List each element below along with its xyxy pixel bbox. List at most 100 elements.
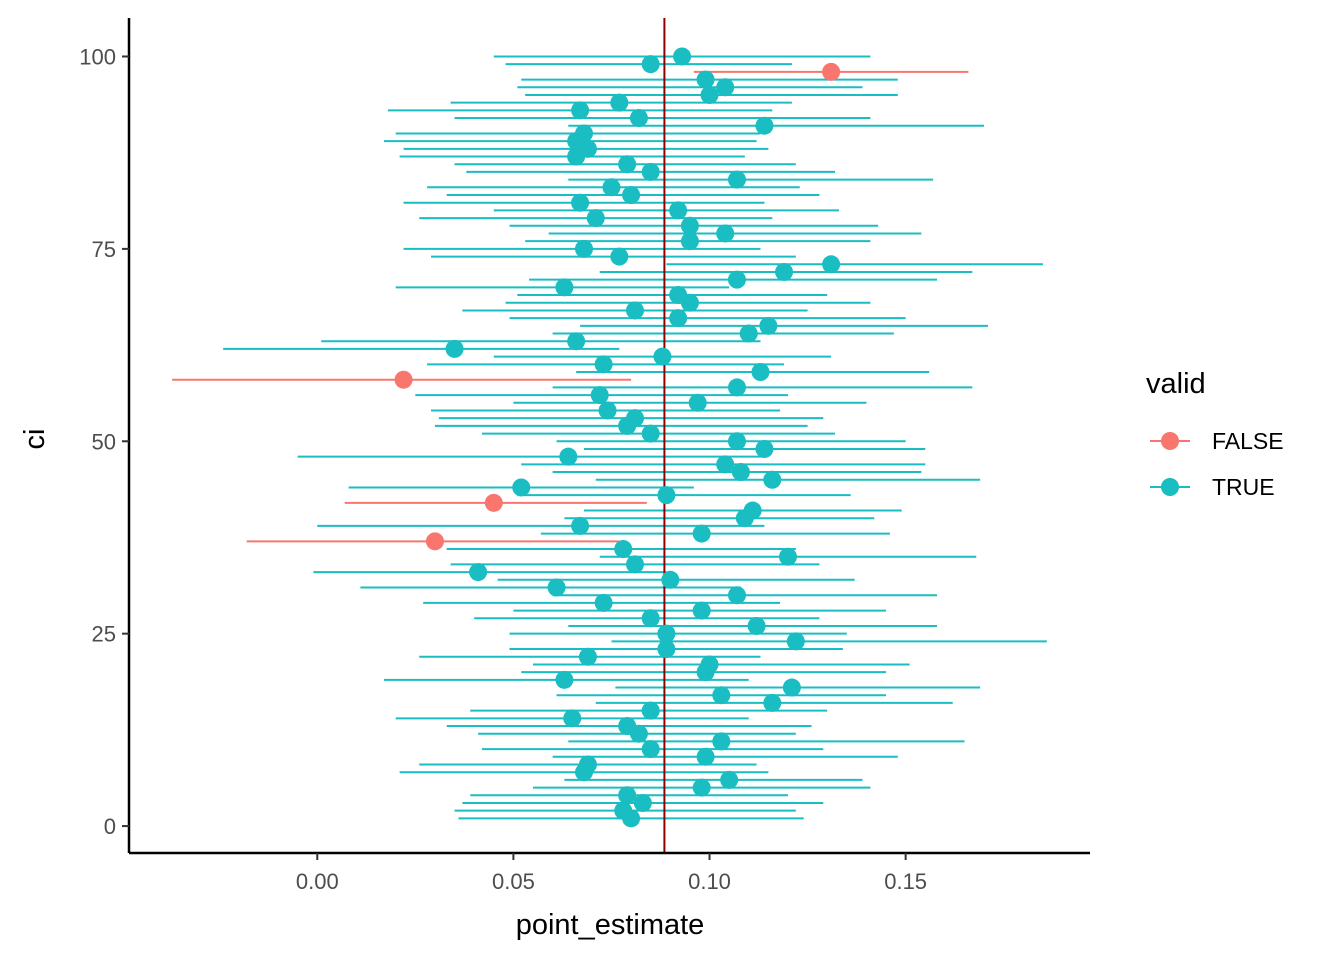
- y-tick-label: 75: [92, 237, 116, 262]
- ci-point-38: [692, 524, 711, 543]
- y-axis-title: ci: [19, 429, 51, 450]
- ci-point-5: [692, 778, 711, 797]
- ci-point-99: [641, 55, 660, 74]
- ci-point-53: [625, 409, 644, 428]
- ci-point-15: [641, 701, 660, 720]
- ci-point-17: [712, 686, 731, 705]
- legend-label-true: TRUE: [1212, 474, 1275, 500]
- ci-point-91: [755, 116, 774, 135]
- ci-point-59: [751, 363, 770, 382]
- axes: 0.00 0.05 0.10 0.15 0 25 50 75 100: [79, 18, 1090, 894]
- ci-point-69: [669, 286, 688, 305]
- ci-point-46: [731, 463, 750, 482]
- ci-point-95: [700, 85, 719, 104]
- legend-key-point: [1161, 478, 1179, 496]
- y-tick-label: 25: [92, 622, 116, 647]
- legend-entries: FALSE TRUE: [1150, 428, 1284, 500]
- ci-point-77: [716, 224, 735, 243]
- ci-point-4: [618, 786, 637, 805]
- ci-point-71: [727, 270, 746, 289]
- ci-point-82: [622, 186, 641, 205]
- ci-point-80: [669, 201, 688, 220]
- ci-point-44: [512, 478, 531, 497]
- ci-point-92: [629, 109, 648, 128]
- ci-point-94: [610, 93, 629, 112]
- x-tick-label: 0.15: [884, 869, 927, 894]
- ci-point-18: [782, 678, 801, 697]
- ci-point-14: [563, 709, 582, 728]
- legend: valid FALSE TRUE: [1146, 368, 1284, 500]
- ci-point-58: [394, 370, 413, 389]
- ci-point-8: [578, 755, 597, 774]
- ci-point-86: [618, 155, 637, 174]
- ci-point-33: [469, 563, 488, 582]
- x-tick-label: 0.05: [492, 869, 535, 894]
- ci-point-57: [727, 378, 746, 397]
- ci-point-74: [610, 247, 629, 266]
- ci-point-67: [625, 301, 644, 320]
- ci-point-34: [625, 555, 644, 574]
- ci-point-75: [575, 239, 594, 258]
- ci-point-64: [739, 324, 758, 343]
- legend-label-false: FALSE: [1212, 428, 1284, 454]
- ci-point-32: [661, 570, 680, 589]
- ci-point-97: [696, 70, 715, 89]
- ci-point-11: [712, 732, 731, 751]
- ci-point-45: [763, 470, 782, 489]
- ci-point-27: [641, 609, 660, 628]
- ci-point-61: [653, 347, 672, 366]
- ci-point-72: [775, 262, 794, 281]
- ci-point-28: [692, 601, 711, 620]
- ci-point-54: [598, 401, 617, 420]
- ci-point-9: [696, 747, 715, 766]
- ci-point-62: [445, 339, 464, 358]
- ci-point-21: [700, 655, 719, 674]
- ci-point-90: [575, 124, 594, 143]
- ci-point-76: [680, 232, 699, 251]
- ci-point-56: [590, 386, 609, 405]
- legend-title: valid: [1146, 368, 1206, 400]
- x-axis-title: point_estimate: [516, 909, 705, 941]
- ci-point-41: [743, 501, 762, 520]
- legend-key-point: [1161, 432, 1179, 450]
- plot-area: [172, 18, 1047, 853]
- ci-point-83: [602, 178, 621, 197]
- ci-point-25: [657, 624, 676, 643]
- x-axis-ticks: 0.00 0.05 0.10 0.15: [296, 853, 927, 894]
- ci-point-51: [641, 424, 660, 443]
- ci-point-37: [425, 532, 444, 551]
- ci-point-84: [727, 170, 746, 189]
- ci-point-6: [720, 770, 739, 789]
- x-tick-label: 0.00: [296, 869, 339, 894]
- ci-point-50: [727, 432, 746, 451]
- ci-point-55: [688, 393, 707, 412]
- ci-point-30: [727, 586, 746, 605]
- ci-point-2: [614, 801, 633, 820]
- ci-point-66: [669, 309, 688, 328]
- ci-lines-layer: [172, 55, 1047, 820]
- ci-point-3: [633, 793, 652, 812]
- ci-point-10: [641, 740, 660, 759]
- ci-point-23: [657, 640, 676, 659]
- ci-point-93: [571, 101, 590, 120]
- ci-point-73: [822, 255, 841, 274]
- ci-point-79: [586, 209, 605, 228]
- ci-point-42: [484, 493, 503, 512]
- ci-point-70: [555, 278, 574, 297]
- ci-point-81: [571, 193, 590, 212]
- y-tick-label: 0: [104, 814, 116, 839]
- ci-point-100: [673, 47, 692, 66]
- ci-point-31: [547, 578, 566, 597]
- ci-point-60: [594, 355, 613, 374]
- ci-point-49: [755, 439, 774, 458]
- ci-point-13: [618, 717, 637, 736]
- y-axis-ticks: 0 25 50 75 100: [79, 44, 129, 839]
- ci-point-85: [641, 162, 660, 181]
- ci-point-36: [614, 540, 633, 559]
- ci-point-39: [571, 516, 590, 535]
- ci-point-19: [555, 670, 574, 689]
- ci-point-78: [680, 216, 699, 235]
- ci-point-48: [559, 447, 578, 466]
- ci-point-24: [786, 632, 805, 651]
